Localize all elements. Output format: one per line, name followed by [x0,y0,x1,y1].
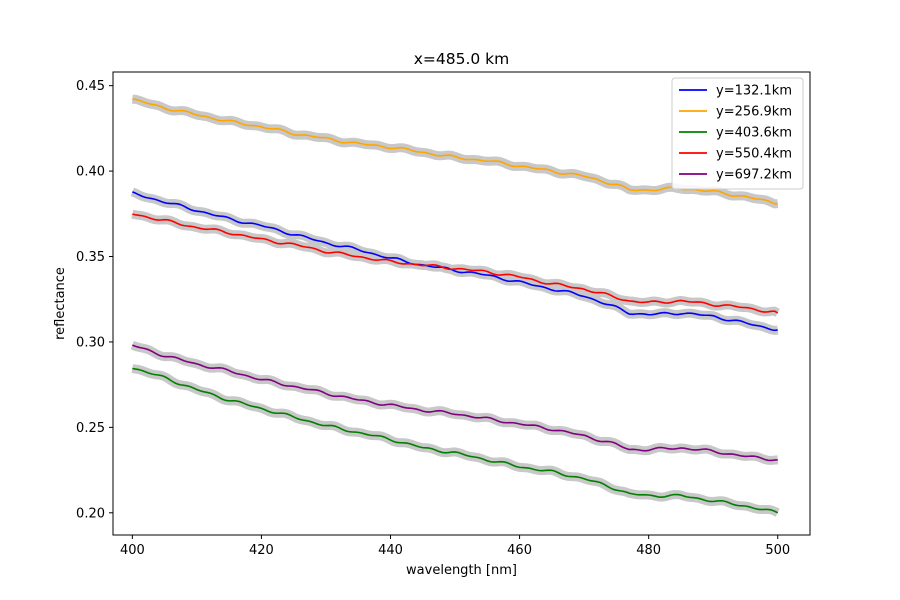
y-tick-label: 0.35 [76,250,105,265]
y-tick-label: 0.40 [76,165,105,180]
legend-box [671,77,804,190]
x-tick-label: 500 [765,543,790,558]
legend-label: y=256.9km [716,105,792,120]
series-line [132,344,778,462]
x-tick-label: 480 [636,543,661,558]
legend-label: y=697.2km [716,168,792,183]
x-axis-label: wavelength [nm] [406,563,517,578]
uncertainty-band [130,187,779,335]
series-line [132,367,779,514]
x-tick-label: 460 [507,543,532,558]
plot-frame [112,71,811,536]
series-lines [132,98,779,514]
chart-title: x=485.0 km [414,50,510,68]
legend: y=132.1km y=256.9km y=403.6km y=550.4km y=69… [671,77,804,190]
x-tick-label: 400 [120,543,145,558]
x-tick-label: 420 [249,543,274,558]
x-tick-label: 440 [378,543,403,558]
y-tick-label: 0.20 [76,506,105,521]
legend-label: y=550.4km [716,147,792,162]
series-line [132,98,778,205]
uncertainty-band [131,209,780,317]
series-line [132,191,778,332]
y-axis-ticks: 0.20 0.25 0.30 0.35 0.40 0.45 [76,79,113,521]
y-tick-label: 0.30 [76,335,105,350]
x-axis-ticks: 400 420 440 460 480 500 [120,535,790,558]
y-tick-label: 0.25 [76,421,105,436]
uncertainty-band [131,364,780,517]
legend-label: y=403.6km [716,126,792,141]
y-tick-label: 0.45 [76,79,105,94]
y-axis-label: reflectance [53,267,68,340]
legend-label: y=132.1km [716,84,792,99]
series-line [132,213,779,314]
